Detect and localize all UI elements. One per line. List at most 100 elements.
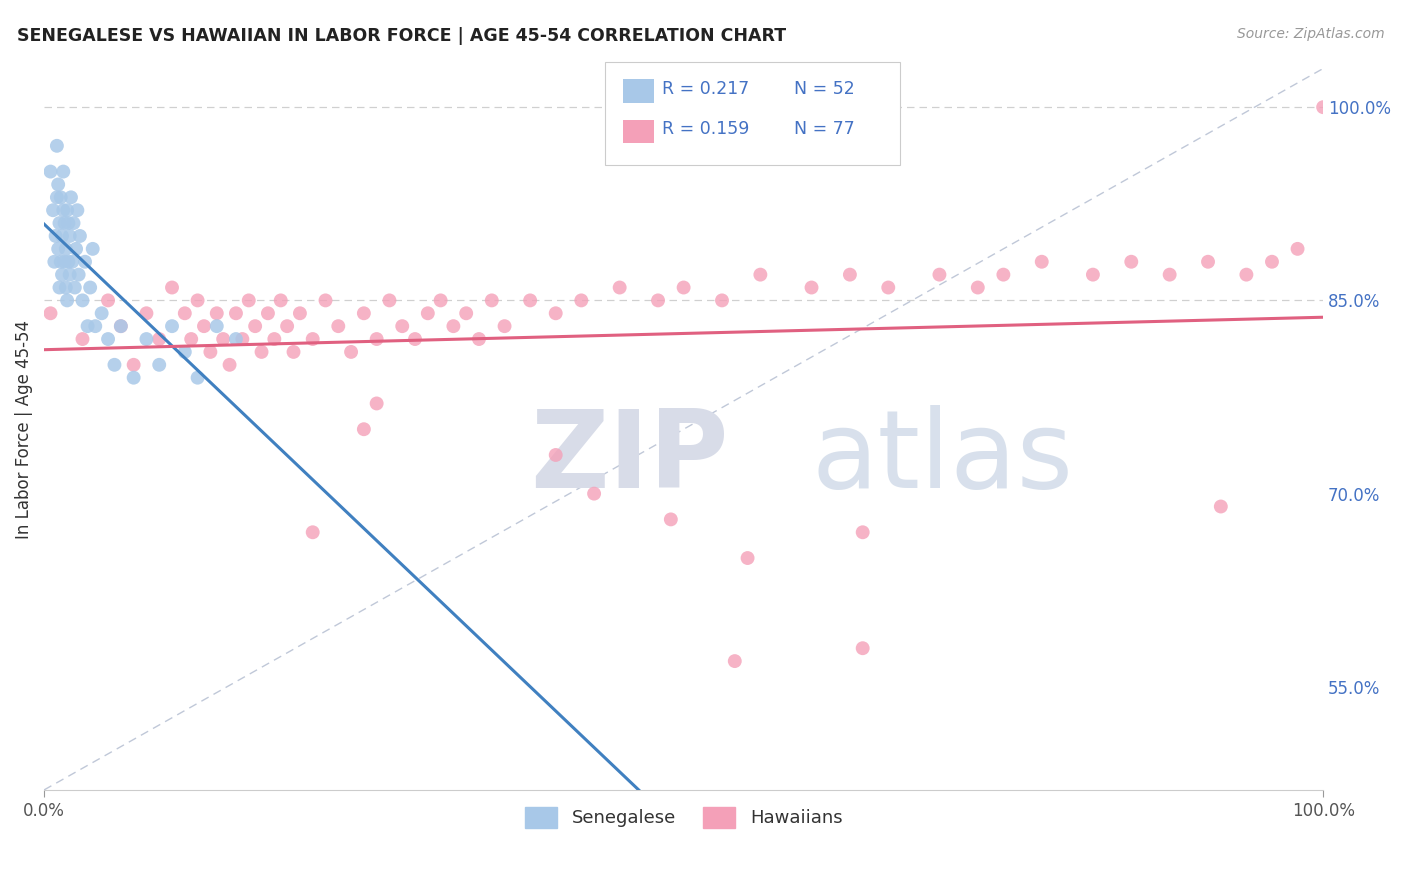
Point — [56, 203, 79, 218]
Point — [481, 293, 503, 308]
Point — [193, 319, 215, 334]
Point — [1209, 500, 1232, 514]
Point — [148, 332, 170, 346]
Point — [270, 293, 292, 308]
Point — [519, 293, 541, 308]
Point — [45, 138, 67, 153]
Point — [583, 486, 606, 500]
Point — [39, 306, 62, 320]
Point — [1031, 254, 1053, 268]
Point — [55, 242, 77, 256]
Point — [494, 319, 516, 334]
Point — [1197, 254, 1219, 268]
Point — [737, 551, 759, 566]
Point — [800, 280, 823, 294]
Point — [97, 332, 120, 346]
Point — [243, 319, 266, 334]
Point — [59, 190, 82, 204]
Point — [231, 332, 253, 346]
Point — [51, 268, 73, 282]
Point — [52, 164, 75, 178]
Point — [180, 332, 202, 346]
Point — [135, 306, 157, 320]
Point — [218, 358, 240, 372]
Point — [993, 268, 1015, 282]
Point — [441, 319, 464, 334]
Point — [609, 280, 631, 294]
Point — [72, 293, 94, 308]
Text: atlas: atlas — [811, 405, 1074, 511]
Point — [79, 280, 101, 294]
Point — [53, 216, 76, 230]
Point — [55, 280, 77, 294]
Point — [187, 293, 209, 308]
Point — [928, 268, 950, 282]
Point — [45, 190, 67, 204]
Point — [45, 229, 67, 244]
Point — [69, 229, 91, 244]
Point — [51, 229, 73, 244]
Point — [263, 332, 285, 346]
Text: N = 77: N = 77 — [794, 120, 855, 138]
Point — [59, 229, 82, 244]
Point — [544, 306, 567, 320]
Point — [212, 332, 235, 346]
Point — [1261, 254, 1284, 268]
Point — [110, 319, 132, 334]
Point — [187, 370, 209, 384]
Point — [65, 242, 87, 256]
Point — [148, 358, 170, 372]
Point — [544, 448, 567, 462]
Point — [966, 280, 988, 294]
Point — [58, 254, 80, 268]
Point — [456, 306, 478, 320]
Point — [160, 280, 183, 294]
Point — [58, 216, 80, 230]
Point — [173, 345, 195, 359]
Point — [60, 254, 83, 268]
Point — [569, 293, 592, 308]
Point — [238, 293, 260, 308]
Text: Source: ZipAtlas.com: Source: ZipAtlas.com — [1237, 27, 1385, 41]
Point — [225, 306, 247, 320]
Point — [122, 358, 145, 372]
Point — [852, 525, 875, 540]
Point — [276, 319, 298, 334]
Point — [90, 306, 112, 320]
Point — [42, 203, 65, 218]
Point — [353, 306, 375, 320]
Point — [225, 332, 247, 346]
Point — [59, 268, 82, 282]
Point — [353, 422, 375, 436]
Point — [366, 396, 388, 410]
Point — [877, 280, 900, 294]
Point — [205, 319, 228, 334]
Text: R = 0.159: R = 0.159 — [662, 120, 749, 138]
Point — [160, 319, 183, 334]
Point — [48, 280, 70, 294]
Point — [1286, 242, 1309, 256]
Point — [1312, 100, 1334, 114]
Point — [73, 254, 96, 268]
Point — [257, 306, 280, 320]
Point — [63, 280, 86, 294]
Point — [46, 178, 69, 192]
Point — [1234, 268, 1257, 282]
Point — [110, 319, 132, 334]
Point — [53, 254, 76, 268]
Point — [62, 216, 84, 230]
Point — [429, 293, 451, 308]
Point — [301, 525, 323, 540]
Point — [76, 319, 98, 334]
Point — [52, 203, 75, 218]
Point — [404, 332, 426, 346]
Text: ZIP: ZIP — [530, 405, 728, 511]
Point — [49, 254, 72, 268]
Point — [1081, 268, 1104, 282]
Point — [39, 164, 62, 178]
Point — [46, 242, 69, 256]
Point — [301, 332, 323, 346]
Point — [1159, 268, 1181, 282]
Point — [724, 654, 747, 668]
Point — [49, 190, 72, 204]
